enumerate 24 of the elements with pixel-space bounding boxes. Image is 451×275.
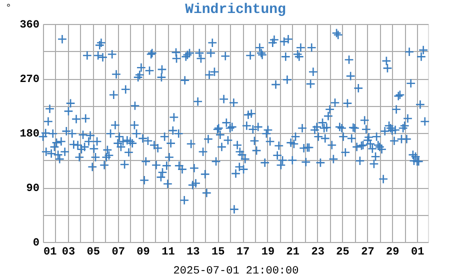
chart-title: Windrichtung (185, 2, 286, 18)
x-tick-label: 19 (261, 246, 275, 258)
x-tick-label: 07 (112, 246, 125, 258)
x-tick-label: 25 (336, 246, 350, 258)
x-axis-title: 2025-07-01 21:00:00 (173, 266, 299, 275)
x-tick-label: 05 (86, 246, 100, 258)
x-tick-label: 03 (62, 246, 76, 258)
y-tick-label: 180 (20, 128, 40, 140)
x-tick-label: 15 (211, 246, 226, 258)
y-axis-title: ° (6, 4, 12, 14)
y-tick-label: 360 (20, 20, 40, 32)
x-tick-label: 01 (410, 246, 425, 258)
x-tick-label: 17 (236, 246, 250, 258)
x-tick-label: 21 (286, 246, 300, 258)
x-tick-label: 09 (136, 246, 150, 258)
y-tick-label: 0 (32, 238, 40, 250)
x-tick-label: 27 (361, 246, 374, 258)
x-tick-label: 29 (386, 246, 400, 258)
y-tick-label: 270 (20, 74, 40, 86)
x-tick-label: 23 (311, 246, 325, 258)
x-tick-label: 01 (44, 246, 58, 258)
x-tick-label: 13 (186, 246, 200, 258)
x-tick-label: 11 (162, 246, 176, 258)
y-tick-label: 90 (26, 183, 40, 195)
